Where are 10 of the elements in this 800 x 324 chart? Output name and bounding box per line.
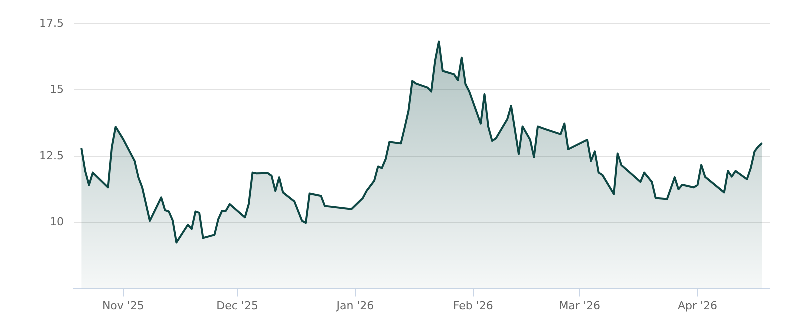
x-tick-label: Apr '26: [678, 299, 718, 312]
y-tick-label: 17.5: [40, 16, 64, 30]
y-tick-label: 10: [50, 215, 64, 228]
x-tick-label: Jan '26: [336, 299, 374, 312]
y-tick-label: 12.5: [40, 149, 64, 162]
x-tick-label: Nov '25: [102, 299, 144, 312]
x-tick-label: Mar '26: [559, 299, 600, 312]
y-tick-label: 15: [50, 83, 64, 96]
x-tick-label: Feb '26: [453, 299, 494, 312]
x-tick-label: Dec '25: [216, 299, 258, 312]
